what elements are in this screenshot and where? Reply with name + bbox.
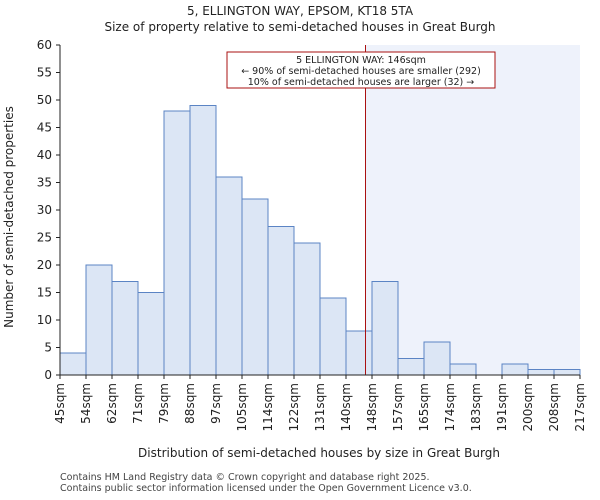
y-tick-label: 25 [37, 231, 52, 245]
x-tick-label: 200sqm [521, 383, 535, 431]
y-tick-label: 40 [37, 148, 52, 162]
x-tick-label: 208sqm [547, 383, 561, 431]
histogram-bar [397, 358, 425, 376]
histogram-bar [215, 176, 243, 376]
chart-subtitle: Size of property relative to semi-detach… [104, 20, 496, 34]
y-tick-label: 45 [37, 121, 52, 135]
x-tick-label: 88sqm [183, 383, 197, 424]
y-tick-label: 20 [37, 258, 52, 272]
y-tick-label: 5 [44, 341, 52, 355]
x-tick-label: 97sqm [209, 383, 223, 424]
histogram-bar [345, 330, 373, 376]
histogram-bar [59, 352, 87, 376]
histogram-bar [137, 292, 165, 376]
annotation-box [226, 51, 496, 89]
y-tick-label: 50 [37, 93, 52, 107]
y-tick-label: 10 [37, 313, 52, 327]
x-tick-label: 114sqm [261, 383, 275, 431]
x-tick-label: 183sqm [469, 383, 483, 431]
x-tick-label: 71sqm [131, 383, 145, 424]
annotation-line-3: 10% of semi-detached houses are larger (… [248, 77, 475, 88]
x-tick-label: 122sqm [287, 383, 301, 431]
x-tick-label: 148sqm [365, 383, 379, 431]
x-tick-label: 157sqm [391, 383, 405, 431]
histogram-bar [267, 226, 295, 376]
y-tick-label: 0 [44, 368, 52, 382]
y-axis-label: Number of semi-detached properties [2, 106, 16, 328]
y-tick-label: 35 [37, 176, 52, 190]
x-tick-label: 131sqm [313, 383, 327, 431]
histogram-bar [449, 363, 477, 376]
x-tick-label: 79sqm [157, 383, 171, 424]
x-tick-label: 54sqm [79, 383, 93, 424]
y-tick-label: 30 [37, 203, 52, 217]
annotation-line-2: ← 90% of semi-detached houses are smalle… [241, 66, 481, 77]
histogram-bar [111, 281, 139, 376]
histogram-bar [241, 198, 269, 376]
y-tick-label: 55 [37, 66, 52, 80]
x-tick-label: 105sqm [235, 383, 249, 431]
x-axis-label: Distribution of semi-detached houses by … [138, 446, 500, 460]
histogram-bar [501, 363, 529, 376]
x-tick-label: 140sqm [339, 383, 353, 431]
histogram-bar [423, 341, 451, 376]
histogram-bar [527, 369, 555, 376]
x-tick-label: 165sqm [417, 383, 431, 431]
histogram-bar [553, 369, 581, 376]
x-tick-label: 45sqm [53, 383, 67, 424]
histogram-bar [371, 281, 399, 376]
footer-copyright: Contains HM Land Registry data © Crown c… [60, 472, 430, 483]
x-tick-label: 174sqm [443, 383, 457, 431]
x-tick-label: 62sqm [105, 383, 119, 424]
y-tick-label: 15 [37, 286, 52, 300]
histogram-bar [163, 110, 191, 376]
highlight-region [365, 45, 580, 375]
annotation-line-1: 5 ELLINGTON WAY: 146sqm [296, 55, 426, 66]
histogram-bar [189, 105, 217, 376]
histogram-bar [293, 242, 321, 376]
y-tick-label: 60 [37, 38, 52, 52]
footer-licence: Contains public sector information licen… [60, 483, 472, 494]
histogram-bar [319, 297, 347, 376]
x-tick-label: 191sqm [495, 383, 509, 431]
chart-title: 5, ELLINGTON WAY, EPSOM, KT18 5TA [186, 4, 414, 18]
x-tick-label: 217sqm [573, 383, 587, 431]
histogram-bar [85, 264, 113, 376]
